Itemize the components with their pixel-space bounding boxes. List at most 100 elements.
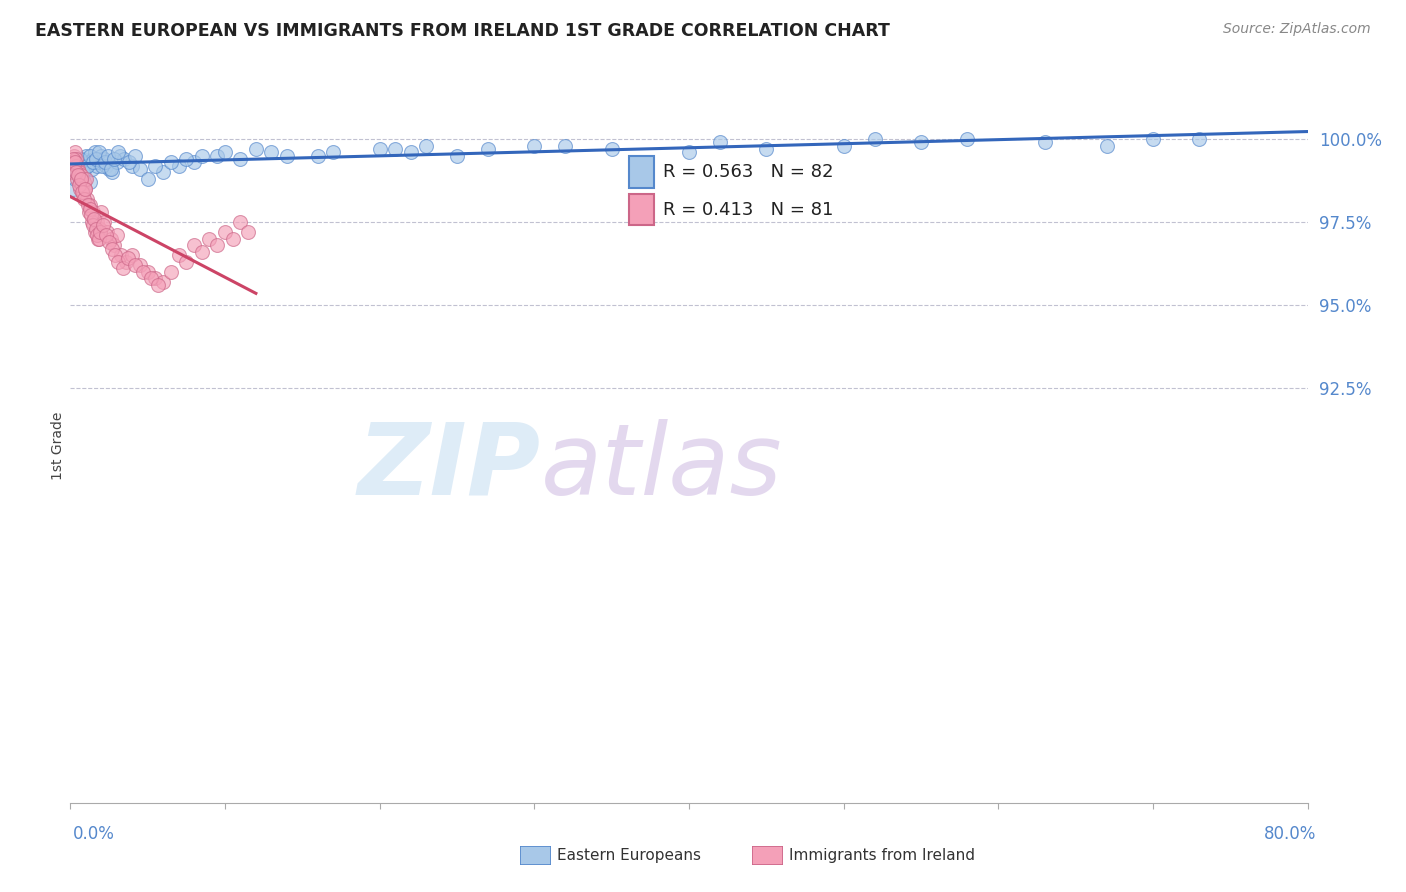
Point — [368, 142, 391, 156]
Point — [89, 152, 111, 166]
Point — [82, 152, 105, 166]
Point — [73, 192, 96, 206]
Point — [863, 132, 886, 146]
Text: 80.0%: 80.0% — [1264, 825, 1316, 843]
Point — [72, 185, 94, 199]
Point — [145, 271, 166, 285]
Point — [523, 138, 546, 153]
Point — [91, 219, 114, 233]
Point — [87, 231, 110, 245]
Point — [110, 248, 132, 262]
Point — [83, 211, 105, 226]
Point — [93, 152, 115, 166]
Point — [98, 235, 120, 249]
Point — [129, 161, 152, 176]
Point — [1142, 132, 1164, 146]
Point — [709, 136, 731, 150]
Point — [384, 142, 406, 156]
Point — [103, 152, 125, 166]
Point — [79, 198, 101, 212]
Point — [84, 145, 107, 160]
Point — [124, 258, 146, 272]
Point — [86, 159, 108, 173]
Point — [108, 148, 131, 162]
Point — [174, 254, 197, 268]
Point — [90, 148, 112, 162]
Point — [63, 161, 86, 176]
Point — [145, 159, 166, 173]
Point — [75, 171, 97, 186]
Point — [446, 148, 468, 162]
Point — [84, 152, 107, 166]
Point — [79, 148, 101, 162]
Text: 0.0%: 0.0% — [73, 825, 115, 843]
Point — [104, 248, 127, 262]
Point — [214, 145, 236, 160]
Point — [63, 148, 86, 162]
Point — [91, 159, 114, 173]
Point — [67, 165, 90, 179]
Point — [115, 254, 138, 268]
Point — [238, 225, 260, 239]
Point — [678, 145, 700, 160]
Point — [121, 248, 143, 262]
Point — [174, 152, 197, 166]
Point — [477, 142, 499, 156]
Text: R = 0.413   N = 81: R = 0.413 N = 81 — [662, 201, 832, 219]
Point — [62, 155, 84, 169]
Point — [66, 171, 89, 186]
Point — [124, 148, 146, 162]
Point — [755, 142, 778, 156]
Point — [76, 159, 98, 173]
Point — [70, 178, 93, 193]
Point — [229, 215, 252, 229]
Point — [100, 231, 122, 245]
Point — [72, 185, 94, 199]
Point — [97, 148, 120, 162]
Point — [136, 265, 159, 279]
Point — [191, 244, 214, 259]
Point — [72, 152, 94, 166]
Point — [65, 152, 87, 166]
Point — [832, 138, 855, 153]
Point — [80, 208, 103, 222]
Point — [76, 192, 98, 206]
Point — [62, 182, 84, 196]
Point — [79, 202, 101, 216]
Point — [87, 155, 110, 169]
Point — [70, 169, 93, 183]
Point — [93, 215, 115, 229]
Point — [121, 159, 143, 173]
Point — [129, 258, 152, 272]
Point — [322, 145, 344, 160]
Point — [69, 155, 91, 169]
Point — [399, 145, 422, 160]
Point — [139, 271, 162, 285]
Point — [191, 148, 214, 162]
Point — [114, 152, 135, 166]
Point — [103, 238, 125, 252]
Point — [105, 155, 128, 169]
Point — [87, 231, 110, 245]
Point — [100, 161, 122, 176]
Point — [956, 132, 979, 146]
Point — [70, 161, 93, 176]
Point — [69, 171, 91, 186]
Point — [245, 142, 267, 156]
Point — [73, 182, 96, 196]
Point — [229, 152, 252, 166]
Point — [80, 161, 103, 176]
Text: ZIP: ZIP — [357, 419, 540, 516]
Point — [96, 225, 118, 239]
Y-axis label: 1st Grade: 1st Grade — [51, 412, 65, 480]
Point — [72, 165, 94, 179]
Point — [107, 145, 129, 160]
Point — [111, 261, 134, 276]
Point — [910, 136, 932, 150]
Point — [207, 148, 229, 162]
Point — [136, 171, 159, 186]
Point — [107, 254, 129, 268]
Point — [63, 145, 86, 160]
Point — [148, 278, 170, 293]
Point — [67, 178, 90, 193]
